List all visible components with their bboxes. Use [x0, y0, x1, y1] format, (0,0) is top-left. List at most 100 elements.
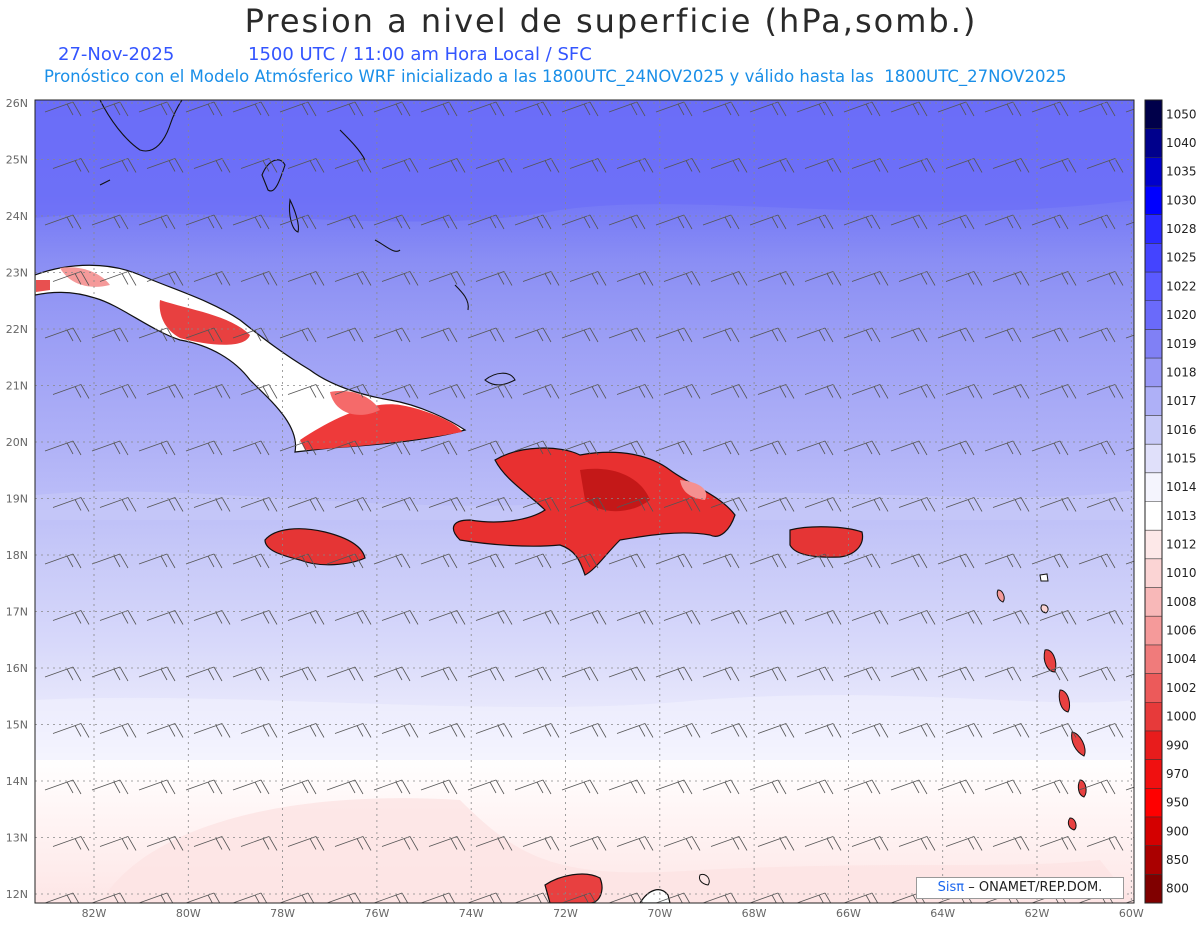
wind-barb [796, 779, 834, 795]
wind-barb [561, 892, 597, 903]
wind-barb [757, 610, 795, 625]
colorbar-label: 1012 [1166, 538, 1197, 552]
wind-barb [326, 779, 364, 795]
wind-barb [514, 327, 552, 343]
wind-barb [420, 327, 458, 343]
wind-barb [702, 892, 738, 903]
wind-barb [428, 723, 466, 738]
wind-barb [193, 723, 231, 738]
wind-barb [522, 271, 560, 286]
wind-barb [843, 892, 879, 903]
wind-barb [937, 779, 975, 795]
wind-barb [146, 836, 184, 851]
colorbar-swatch [1145, 530, 1162, 560]
lat-label: 25N [6, 154, 28, 167]
wind-barb [749, 553, 787, 569]
colorbar-swatch [1145, 816, 1162, 847]
lat-label: 14N [6, 775, 28, 788]
colorbar-label: 1017 [1166, 394, 1197, 408]
wind-barb [616, 836, 654, 851]
wind-barb [561, 666, 599, 682]
wind-barb [851, 723, 889, 738]
wind-barb [146, 497, 184, 512]
wind-barb [561, 553, 599, 569]
colorbar-label: 850 [1166, 853, 1189, 867]
wind-barb [616, 610, 654, 625]
wind-barb [1125, 334, 1134, 339]
wind-barb [851, 158, 889, 173]
wind-barb [843, 214, 881, 230]
wind-barb [240, 723, 278, 738]
wind-barb [381, 384, 419, 399]
wind-barb [52, 271, 90, 286]
wind-barb [138, 327, 176, 343]
wind-barb [99, 723, 137, 738]
wind-barb [514, 666, 552, 682]
wind-barb [334, 497, 372, 512]
colorbar-label: 1035 [1166, 165, 1197, 179]
wind-barb [522, 836, 560, 851]
wind-barb [193, 384, 231, 399]
wind-barb [1078, 440, 1116, 456]
wind-barb [890, 666, 928, 682]
wind-barb [287, 723, 325, 738]
colorbar-swatch [1145, 128, 1162, 158]
colorbar-swatch [1145, 673, 1162, 703]
wind-barb [99, 610, 137, 625]
wind-barb [279, 101, 317, 117]
wind-barb [663, 384, 701, 399]
wind-barb [334, 610, 372, 625]
lon-label: 82W [82, 907, 107, 920]
wind-barb [663, 836, 701, 851]
wind-barb [193, 610, 231, 625]
wind-barb [193, 271, 231, 286]
colorbar-label: 1013 [1166, 509, 1197, 523]
jamaica-landmass [264, 528, 366, 566]
wind-barb [326, 892, 362, 903]
colorbar-swatch [1145, 386, 1162, 416]
wind-barb [420, 666, 458, 682]
lat-label: 13N [6, 832, 28, 845]
wind-barb [984, 214, 1022, 230]
colorbar-swatch [1145, 730, 1162, 761]
wind-barb [514, 553, 552, 569]
wind-barb [984, 101, 1022, 117]
wind-barb [420, 892, 456, 903]
wind-barb [185, 892, 221, 903]
wind-barb [1031, 327, 1069, 343]
lat-label: 19N [6, 493, 28, 506]
wind-barb [1125, 221, 1134, 226]
wind-barb [240, 384, 278, 399]
wind-barb [326, 214, 364, 230]
wind-barb [1031, 214, 1069, 230]
wind-barb [99, 497, 137, 512]
wind-barb [710, 271, 748, 286]
wind-barb [373, 327, 411, 343]
lon-label: 64W [930, 907, 955, 920]
colorbar-swatch [1145, 272, 1162, 302]
wind-barb [757, 158, 795, 173]
graticule [35, 100, 1134, 903]
wind-barb [937, 214, 975, 230]
wind-barb [232, 327, 270, 343]
wind-barb [984, 440, 1022, 456]
wind-barb [663, 610, 701, 625]
wind-barb [561, 779, 599, 795]
wind-barb [420, 779, 458, 795]
wind-barb [232, 101, 270, 117]
wind-barb [287, 497, 325, 512]
wind-barb [663, 271, 701, 286]
colorbar-label: 1018 [1166, 365, 1197, 379]
map-title: Presion a nivel de superficie (hPa,somb.… [244, 2, 978, 40]
wind-barb [420, 101, 458, 117]
model-info: Pronóstico con el Modelo Atmósferico WRF… [44, 67, 1067, 86]
wind-barb [1125, 560, 1134, 565]
wind-barb [467, 327, 505, 343]
wind-barb [945, 384, 983, 399]
wind-barb [655, 779, 693, 795]
lon-label: 62W [1025, 907, 1050, 920]
wind-barb [467, 101, 505, 117]
wind-barb [232, 553, 270, 569]
wind-barb [420, 440, 458, 456]
wind-barb [1078, 553, 1116, 569]
